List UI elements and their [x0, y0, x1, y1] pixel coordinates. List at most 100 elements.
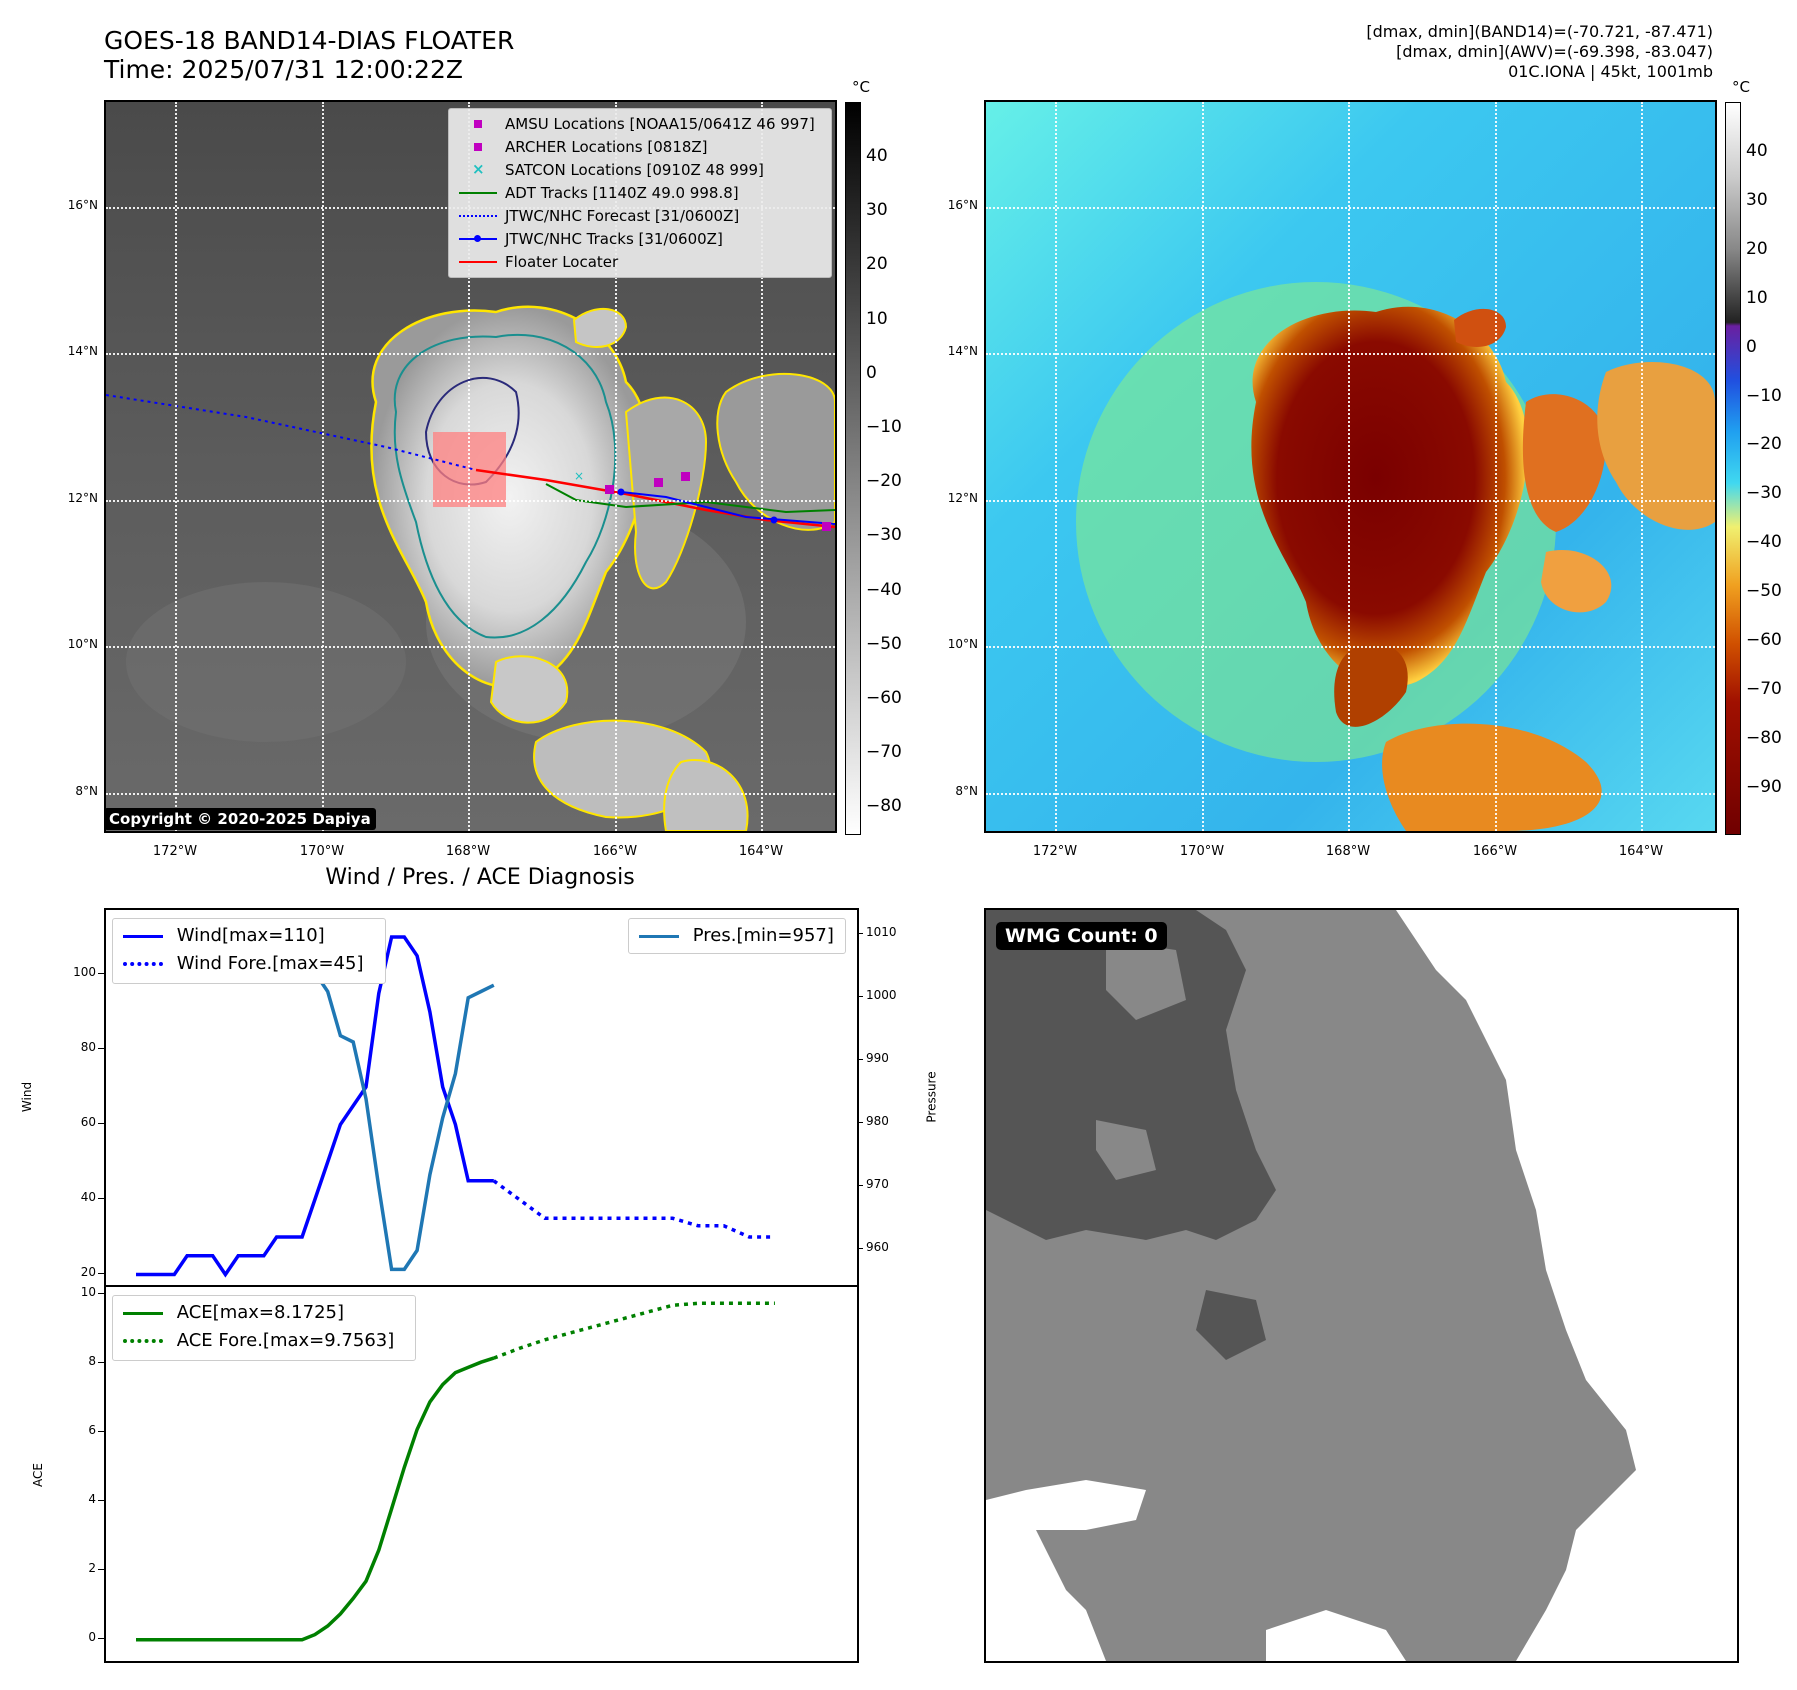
left-lat-label-12: 12°N [67, 491, 98, 505]
ace-ytick-4-mark [98, 1499, 104, 1501]
ace-ytick-10-mark [98, 1293, 104, 1294]
legend-item-jtwc-tracks: JTWC/NHC Tracks [31/0600Z] [459, 228, 723, 248]
grid-lat-8 [106, 793, 835, 795]
ace-ytick-2: 2 [88, 1560, 96, 1575]
wind-forecast-line [492, 1179, 775, 1239]
rgrid-lat-12 [986, 500, 1715, 502]
left-colorbar [845, 102, 861, 835]
grid-lat-10 [106, 646, 835, 648]
legend-wind-forecast: Wind Fore.[max=45] [123, 952, 363, 976]
left-colorbar-tick-4: 0 [866, 362, 877, 383]
pressure-ytick-970: 970 [866, 1177, 889, 1192]
rgrid-lon-166 [1495, 102, 1497, 831]
wind-ytick-80-mark [98, 1047, 104, 1049]
svg-text:×: × [574, 469, 584, 483]
right-colorbar-tick-3: 10 [1746, 287, 1768, 308]
pressure-ytick-980: 980 [866, 1114, 889, 1129]
pressure-ytick-960-mark [857, 1248, 863, 1250]
left-colorbar-tick-12: −80 [866, 796, 902, 817]
left-colorbar-tick-5: −10 [866, 417, 902, 437]
right-colorbar-tick-11: −70 [1746, 678, 1782, 699]
left-colorbar-tick-9: −50 [866, 633, 902, 654]
rgrid-lon-170 [1202, 102, 1204, 831]
wind-ytick-60-mark [98, 1122, 104, 1124]
right-colorbar-tick-12: −80 [1746, 727, 1782, 748]
pressure-ytick-1010: 1010 [866, 924, 897, 939]
right-lat-label-16: 16°N [947, 198, 978, 212]
right-colorbar-tick-9: −50 [1746, 581, 1782, 602]
right-colorbar-tick-0: 40 [1746, 141, 1768, 161]
right-lon-label-166: 166°W [1472, 844, 1518, 859]
legend-item-satcon: × SATCON Locations [0910Z 48 999] [472, 159, 764, 179]
color-ir-map-panel [984, 100, 1717, 833]
grid-lon-172 [175, 102, 177, 831]
rgrid-lat-8 [986, 793, 1715, 795]
grid-lon-166 [615, 102, 617, 831]
right-colorbar-tick-1: 30 [1746, 189, 1768, 210]
right-colorbar [1725, 102, 1741, 835]
wind-line [136, 935, 494, 1278]
right-lon-label-164: 164°W [1618, 844, 1664, 859]
ace-ytick-10: 10 [80, 1285, 96, 1299]
grid-lon-164 [761, 102, 763, 831]
left-lat-label-8: 8°N [75, 784, 98, 798]
ace-ytick-8: 8 [88, 1353, 96, 1368]
stats-line-1: [dmax, dmin](BAND14)=(-70.721, -87.471) [1366, 22, 1713, 41]
rgrid-lat-10 [986, 646, 1715, 648]
legend-ace-forecast: ACE Fore.[max=9.7563] [123, 1329, 394, 1353]
wmg-count-badge: WMG Count: 0 [996, 922, 1167, 950]
right-colorbar-tick-10: −60 [1746, 630, 1782, 650]
ace-forecast-line [493, 1301, 775, 1360]
left-colorbar-tick-2: 20 [866, 254, 888, 275]
left-colorbar-tick-0: 40 [866, 146, 888, 166]
legend-item-floater: Floater Locater [459, 251, 618, 271]
pressure-ytick-1000-mark [857, 995, 863, 997]
map-legend: AMSU Locations [NOAA15/0641Z 46 997] ARC… [448, 108, 832, 278]
left-colorbar-tick-6: −20 [866, 471, 902, 492]
ace-ytick-2-mark [98, 1568, 104, 1570]
right-lon-label-172: 172°W [1032, 844, 1078, 859]
title-line-1: GOES-18 BAND14-DIAS FLOATER [104, 26, 515, 55]
stats-header: [dmax, dmin](BAND14)=(-70.721, -87.471) … [1366, 22, 1713, 82]
right-colorbar-unit: °C [1732, 78, 1750, 96]
rgrid-lon-168 [1348, 102, 1350, 831]
pressure-ytick-980-mark [857, 1122, 863, 1124]
rgrid-lon-164 [1641, 102, 1643, 831]
color-ir-map-image [986, 102, 1715, 831]
diagnosis-title: Wind / Pres. / ACE Diagnosis [325, 865, 635, 890]
right-colorbar-tick-4: 0 [1746, 336, 1757, 357]
grid-lon-168 [468, 102, 470, 831]
ace-ytick-4: 4 [88, 1491, 96, 1506]
ir-map-panel: × AMSU Locations [NOAA15/0641Z 46 997] A… [104, 100, 837, 833]
wmg-image [986, 910, 1636, 1661]
wind-ytick-100: 100 [73, 964, 96, 979]
right-lat-label-14: 14°N [947, 344, 978, 358]
ace-ytick-6: 6 [88, 1422, 96, 1437]
wind-ytick-100-mark [98, 972, 104, 974]
grid-lat-14 [106, 353, 835, 355]
right-colorbar-tick-8: −40 [1746, 532, 1782, 553]
left-lat-label-16: 16°N [67, 198, 98, 212]
ace-chart [104, 1285, 859, 1663]
left-colorbar-tick-1: 30 [866, 200, 888, 221]
wind-ytick-40: 40 [80, 1189, 96, 1204]
pressure-ytick-1010-mark [857, 932, 863, 934]
rgrid-lon-172 [1055, 102, 1057, 831]
left-colorbar-tick-3: 10 [866, 308, 888, 329]
ace-ytick-8-mark [98, 1361, 104, 1363]
right-colorbar-tick-13: −90 [1746, 776, 1782, 797]
legend-ace: ACE[max=8.1725] [123, 1301, 344, 1325]
right-lat-label-12: 12°N [947, 491, 978, 505]
right-lat-label-10: 10°N [947, 637, 978, 651]
right-colorbar-tick-5: −10 [1746, 385, 1782, 406]
left-lon-label-172: 172°W [152, 844, 198, 859]
right-lat-label-8: 8°N [955, 784, 978, 798]
legend-item-amsu: AMSU Locations [NOAA15/0641Z 46 997] [459, 113, 815, 133]
figure-title: GOES-18 BAND14-DIAS FLOATER Time: 2025/0… [104, 26, 514, 84]
left-lat-label-14: 14°N [67, 344, 98, 358]
left-colorbar-tick-7: −30 [866, 525, 902, 546]
wind-ytick-20-mark [98, 1272, 104, 1274]
pressure-ytick-990: 990 [866, 1050, 889, 1065]
pressure-y-label: Pressure [924, 1071, 939, 1123]
wind-ytick-20: 20 [80, 1264, 96, 1279]
